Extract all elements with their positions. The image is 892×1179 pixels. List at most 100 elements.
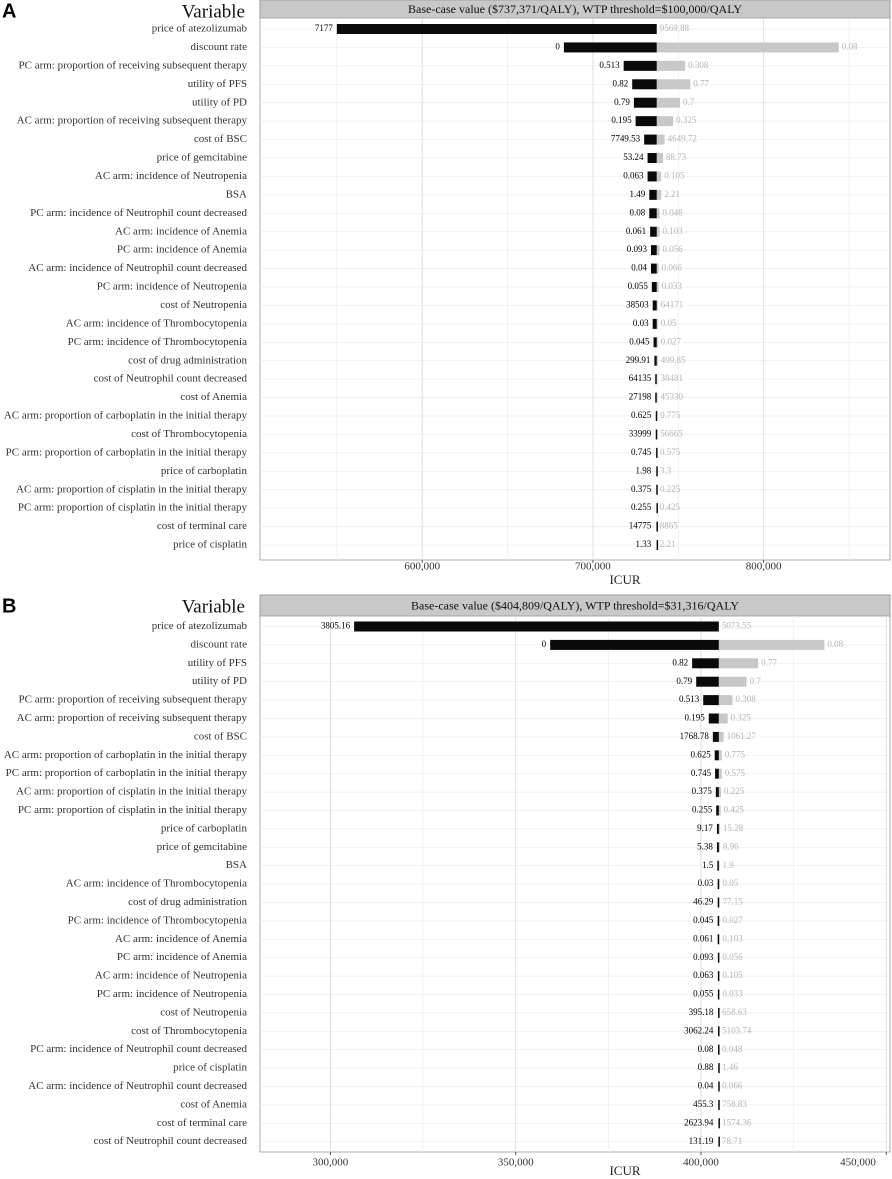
high-bar	[718, 842, 720, 853]
variable-label: PC arm: incidence of Neutropenia	[97, 281, 247, 293]
variable-label: AC arm: incidence of Neutrophil count de…	[28, 262, 247, 274]
variable-label: PC arm: proportion of carboplatin in the…	[6, 446, 248, 458]
high-value-label: 45330	[660, 392, 683, 402]
low-bar	[632, 79, 657, 90]
low-bar	[655, 392, 657, 403]
high-value-label: 0.225	[724, 786, 745, 796]
low-bar	[550, 639, 719, 650]
low-value-label: 27198	[629, 392, 652, 402]
variable-label: PC arm: proportion of cisplatin in the i…	[18, 502, 248, 514]
variable-label: AC arm: incidence of Thrombocytopenia	[66, 878, 247, 890]
low-bar	[717, 897, 720, 908]
variable-label: AC arm: incidence of Neutropenia	[95, 970, 247, 982]
high-value-label: 0.105	[722, 970, 743, 980]
high-value-label: 38481	[660, 373, 683, 383]
low-value-label: 7177	[315, 23, 334, 33]
low-bar	[692, 658, 719, 669]
low-bar	[649, 189, 657, 200]
high-value-label: 8865	[660, 521, 679, 531]
variable-heading: Variable	[182, 1, 245, 22]
low-value-label: 0.03	[633, 318, 649, 328]
low-bar	[718, 1007, 720, 1018]
low-bar	[651, 282, 657, 293]
variable-label: price of atezolizumab	[152, 23, 248, 35]
high-bar	[656, 42, 839, 53]
low-value-label: 0.055	[693, 989, 714, 999]
high-bar	[718, 731, 724, 742]
high-bar	[656, 97, 680, 108]
high-value-label: 3.3	[660, 465, 672, 475]
low-bar	[718, 1081, 720, 1092]
low-value-label: 33999	[629, 429, 652, 439]
high-value-label: 0.425	[660, 502, 681, 512]
variable-label: cost of Thrombocytopenia	[131, 1025, 247, 1037]
low-value-label: 0.03	[698, 878, 714, 888]
variable-label: BSA	[226, 188, 247, 200]
variable-label: cost of Anemia	[180, 391, 247, 403]
high-value-label: 0.103	[722, 933, 743, 943]
high-value-label: 0.05	[661, 318, 677, 328]
variable-heading: Variable	[182, 596, 245, 617]
high-value-label: 1.46	[722, 1062, 738, 1072]
low-bar	[647, 171, 657, 182]
variable-label: price of cisplatin	[173, 1062, 247, 1074]
x-tick-label: 400,000	[683, 1157, 719, 1169]
low-bar	[714, 750, 719, 761]
high-bar	[656, 60, 686, 71]
variable-label: price of atezolizumab	[152, 620, 248, 632]
low-bar	[656, 466, 658, 477]
low-bar	[718, 1063, 720, 1074]
high-value-label: 499.85	[661, 355, 686, 365]
high-value-label: 0.033	[662, 281, 683, 291]
variable-label: cost of drug administration	[128, 354, 247, 366]
variable-label: AC arm: proportion of receiving subseque…	[17, 115, 248, 127]
variable-label: PC arm: incidence of Anemia	[117, 244, 247, 256]
low-value-label: 14775	[629, 521, 652, 531]
variable-label: cost of terminal care	[157, 1117, 247, 1129]
low-value-label: 0.375	[692, 786, 713, 796]
variable-label: cost of terminal care	[157, 520, 247, 532]
low-bar	[696, 676, 719, 687]
low-value-label: 0.04	[631, 263, 647, 273]
low-value-label: 0.195	[685, 713, 706, 723]
high-bar	[656, 263, 659, 274]
high-bar	[656, 374, 658, 385]
low-bar	[703, 695, 719, 706]
variable-label: price of gemcitabine	[157, 841, 248, 853]
high-bar	[718, 676, 747, 687]
low-value-label: 2623.94	[684, 1117, 714, 1127]
high-value-label: 0.77	[693, 78, 709, 88]
low-value-label: 53.24	[623, 152, 644, 162]
low-value-label: 1768.78	[680, 731, 710, 741]
high-bar	[718, 860, 720, 871]
high-bar	[656, 318, 658, 329]
high-value-label: 0.103	[663, 226, 684, 236]
low-value-label: 0	[542, 639, 547, 649]
variable-label: cost of BSC	[194, 133, 247, 145]
low-value-label: 0.255	[631, 502, 652, 512]
low-bar	[656, 540, 659, 551]
low-value-label: 0.88	[698, 1062, 714, 1072]
plot-area	[259, 0, 891, 561]
low-value-label: 64135	[629, 373, 652, 383]
header: Base-case value ($737,371/QALY), WTP thr…	[408, 2, 742, 16]
high-bar	[656, 300, 658, 311]
low-value-label: 5.38	[697, 841, 713, 851]
high-value-label: 64171	[661, 300, 684, 310]
low-value-label: 0.093	[627, 244, 648, 254]
low-value-label: 46.29	[693, 897, 714, 907]
variable-label: PC arm: incidence of Thrombocytopenia	[68, 914, 248, 926]
x-tick-label: 600,000	[404, 561, 440, 573]
variable-label: price of gemcitabine	[157, 152, 248, 164]
variable-label: utility of PD	[192, 96, 247, 108]
high-value-label: 0.056	[663, 244, 684, 254]
low-bar	[650, 245, 657, 256]
variable-label: AC arm: proportion of cisplatin in the i…	[16, 786, 247, 798]
low-bar	[653, 337, 657, 348]
variable-label: utility of PFS	[188, 78, 247, 90]
low-bar	[647, 153, 657, 164]
high-bar	[718, 768, 722, 779]
low-value-label: 0.255	[692, 805, 713, 815]
low-value-label: 1.5	[702, 860, 714, 870]
